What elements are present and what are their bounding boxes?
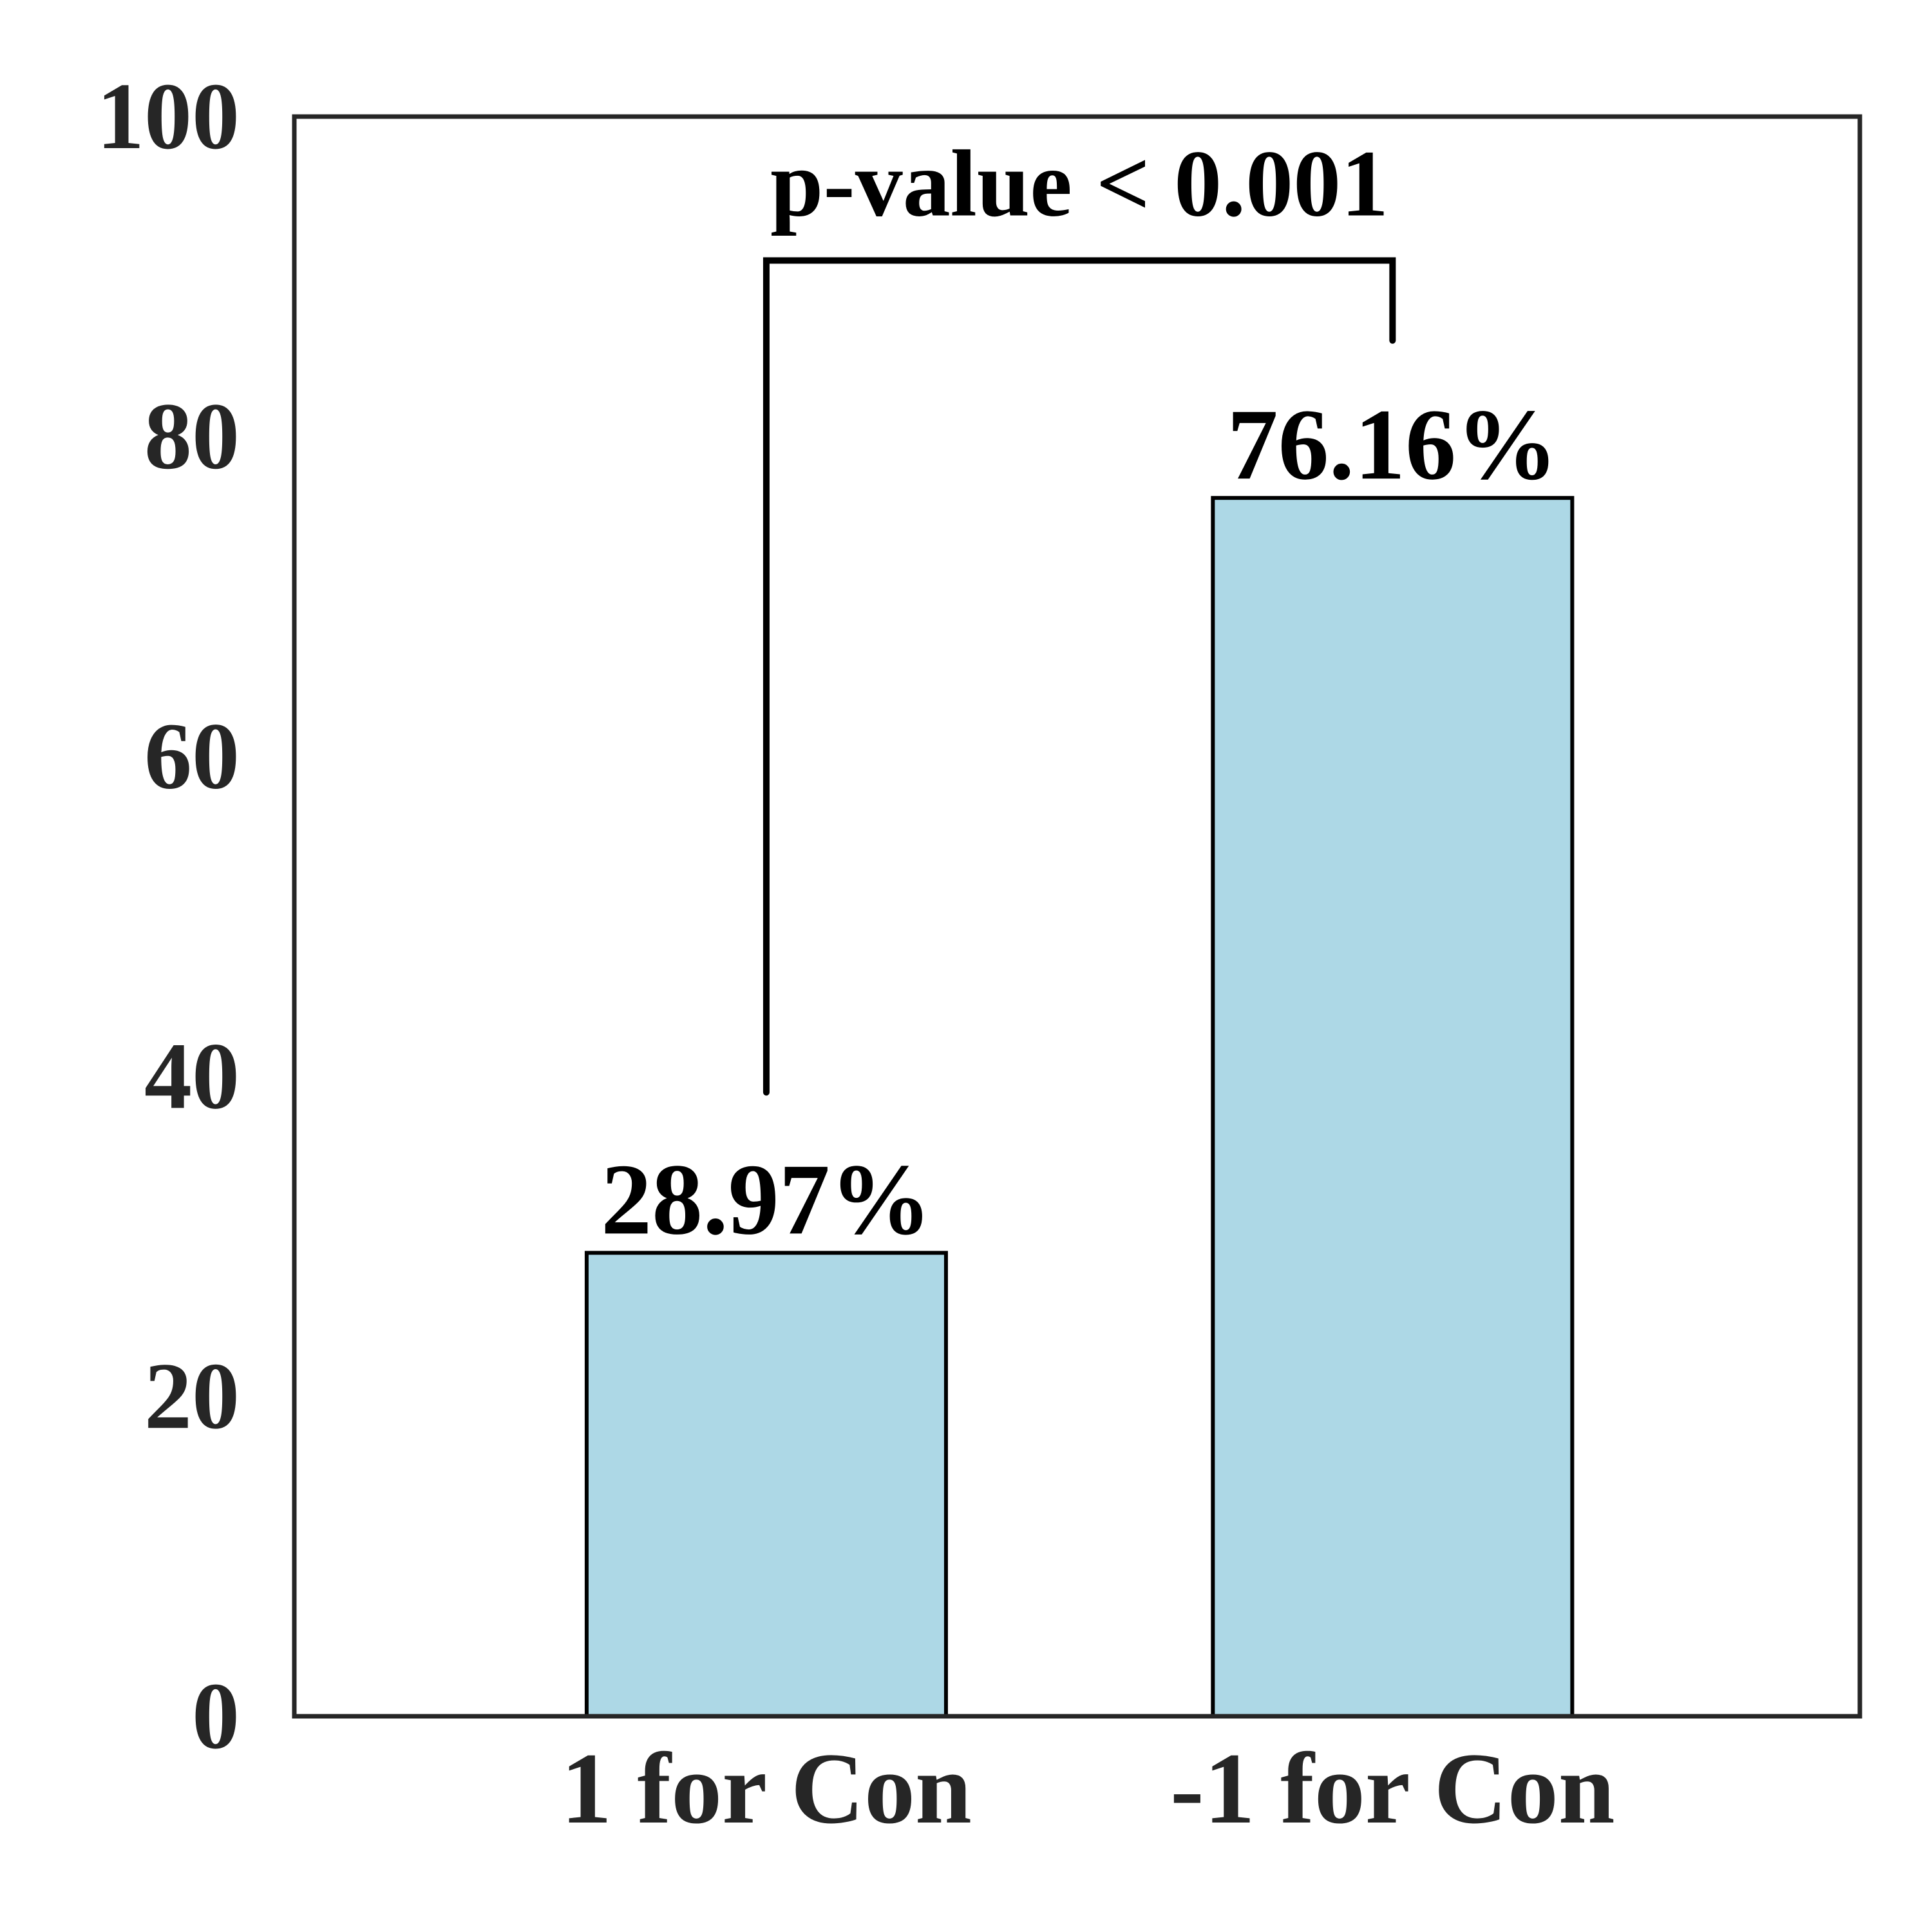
x-category-label: 1 for Con (561, 1732, 972, 1845)
y-tick-label: 60 (144, 704, 240, 810)
y-tick-label: 40 (144, 1023, 240, 1129)
bar-0 (584, 1251, 948, 1719)
significance-bracket (762, 257, 1396, 1096)
bar-1 (1211, 496, 1575, 1719)
y-tick-labels: 0 20 40 60 80 100 (97, 64, 240, 1769)
axes-frame (292, 114, 1862, 1719)
bars-layer (584, 496, 1575, 1719)
y-tick-label: 80 (144, 384, 240, 489)
y-tick-label: 0 (192, 1663, 240, 1769)
significance-annotation: p-value < 0.001 (762, 131, 1396, 1096)
bar-value-labels: 28.97% 76.16% (601, 388, 1558, 1256)
p-value-label: p-value < 0.001 (770, 131, 1388, 237)
x-category-label: -1 for Con (1170, 1732, 1615, 1845)
y-tick-label: 100 (97, 64, 240, 169)
y-tick-label: 20 (144, 1343, 240, 1449)
x-category-labels: 1 for Con -1 for Con (561, 1732, 1615, 1845)
bar-value-label: 28.97% (601, 1143, 932, 1256)
bar-value-label: 76.16% (1227, 388, 1558, 501)
